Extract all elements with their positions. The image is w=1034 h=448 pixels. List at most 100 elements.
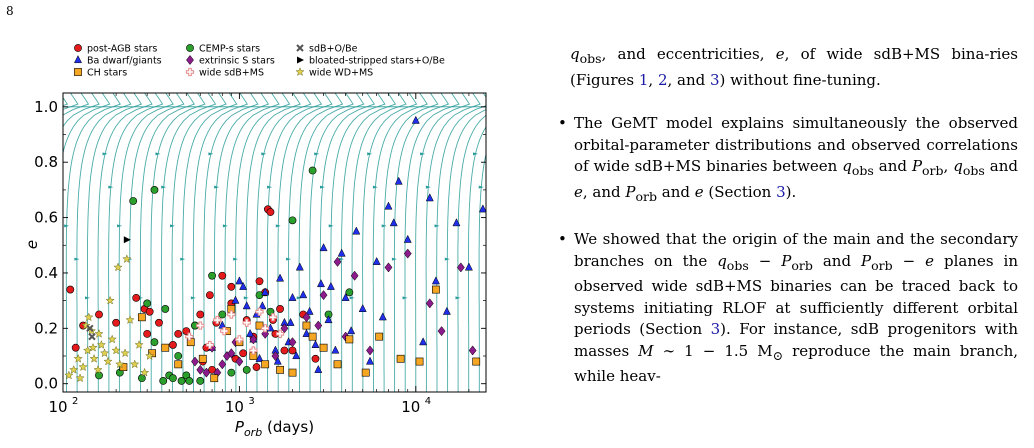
streamline-arrow (161, 185, 167, 189)
data-point (314, 364, 323, 373)
data-point (227, 310, 236, 319)
streamline (490, 93, 544, 392)
streamline-arrow (286, 257, 292, 261)
data-point (155, 318, 163, 327)
streamline-arrow (420, 152, 426, 156)
data-point (174, 352, 183, 360)
bullet-item-1: • The GeMT model explains simultaneously … (558, 114, 1018, 204)
y-tick-label: 0.8 (34, 153, 58, 171)
data-point (143, 299, 152, 308)
data-point (302, 328, 311, 337)
data-point (372, 256, 381, 265)
data-point (137, 374, 146, 383)
legend-item: bloated-stripped stars+O/Be (297, 56, 445, 67)
data-point (280, 323, 289, 334)
streamline-arrow (267, 185, 273, 189)
series-cemp-s-stars (95, 166, 354, 385)
data-point (145, 351, 155, 360)
data-point (268, 313, 278, 322)
data-point (205, 291, 214, 300)
data-point (389, 218, 398, 227)
data-point (242, 365, 251, 374)
legend-marker (186, 44, 194, 52)
streamline (457, 114, 486, 392)
data-point (292, 351, 301, 360)
data-point (288, 216, 297, 225)
legend-marker (296, 44, 304, 52)
data-point (169, 374, 177, 383)
legend-item: wide WD+MS (295, 67, 373, 79)
data-point (366, 345, 374, 356)
data-point (305, 306, 314, 315)
figure-ref-3[interactable]: 3 (710, 70, 720, 89)
streamline (118, 93, 174, 392)
data-point (81, 320, 91, 330)
text-column: qobs, and eccentricities, e, of wide sdB… (558, 44, 1018, 388)
figure-ref-1[interactable]: 1 (638, 70, 649, 89)
data-point (123, 236, 131, 244)
data-point (218, 320, 227, 329)
data-point (66, 285, 75, 294)
data-point (69, 365, 79, 374)
legend-item: extrinsic S stars (186, 54, 275, 67)
data-point (205, 340, 214, 350)
legend-label: sdB+O/Be (309, 44, 358, 55)
streamline-arrow (314, 152, 320, 156)
data-point (213, 315, 222, 325)
streamline (150, 93, 206, 392)
x-axis-label: Porb (days) (235, 418, 314, 439)
legend-label: extrinsic S stars (199, 56, 275, 67)
data-point (202, 367, 211, 378)
x-tick-exponent: 2 (72, 396, 78, 407)
streamline (319, 93, 375, 392)
data-point (333, 256, 342, 267)
data-point (191, 356, 199, 367)
data-point (271, 351, 280, 362)
data-point (276, 365, 284, 374)
series-ba-dwarf-giants (208, 115, 486, 373)
data-point (249, 346, 258, 355)
streamline-arrow (2, 186, 7, 189)
data-point (352, 226, 361, 235)
data-point (95, 310, 103, 319)
streamline-arrow (169, 224, 175, 228)
data-point (341, 292, 350, 301)
streamline (383, 93, 439, 392)
data-point (208, 271, 216, 280)
streamline-arrow (381, 224, 387, 228)
streamline (404, 93, 460, 392)
data-point (258, 301, 267, 310)
data-point (120, 348, 130, 358)
streamline (224, 93, 280, 392)
data-point (311, 339, 320, 348)
data-point (242, 318, 251, 327)
data-point (464, 262, 473, 271)
plot-area (0, 93, 550, 392)
x-tick-label: 10 (225, 398, 244, 416)
streamline-arrow (487, 224, 492, 227)
data-point (350, 270, 359, 281)
data-point (308, 332, 317, 341)
legend-item: Ba dwarf/giants (73, 55, 162, 67)
figure-ref-2[interactable]: 2 (657, 70, 668, 89)
data-point (261, 287, 270, 296)
data-point (419, 337, 428, 346)
series-wide-sdb-ms (185, 307, 285, 355)
streamline (500, 93, 550, 392)
section-ref-3[interactable]: 3 (776, 182, 786, 201)
axes: 0.0 0.2 0.4 0.6 0.8 1.0 10 2 10 3 10 4 e Porb (days) (23, 92, 487, 439)
plot-inner (0, 93, 550, 392)
data-point (384, 262, 393, 273)
streamline (446, 109, 486, 392)
data-point (261, 328, 270, 339)
data-point (218, 271, 227, 280)
page-number: 8 (6, 4, 14, 18)
data-point (150, 338, 159, 347)
data-point (375, 332, 384, 341)
data-point (378, 312, 387, 321)
streamline-arrow (0, 152, 2, 155)
data-point (326, 281, 335, 290)
data-point (159, 377, 168, 385)
data-point (345, 335, 354, 344)
section-ref-3b[interactable]: 3 (710, 320, 721, 338)
